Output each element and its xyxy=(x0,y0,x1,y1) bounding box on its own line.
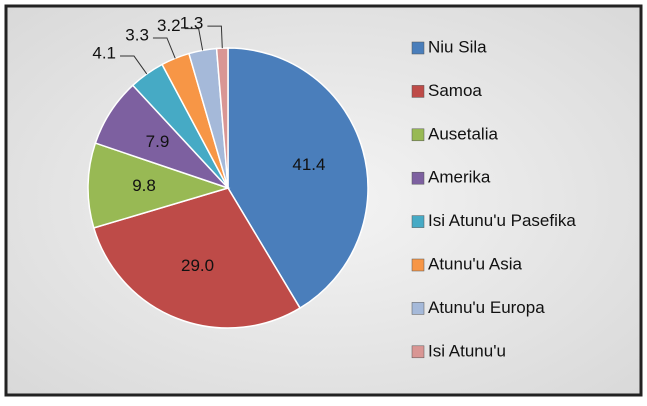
legend-swatch xyxy=(411,41,425,55)
legend-swatch xyxy=(411,258,425,272)
legend: Niu Sila Samoa Ausetalia Amerika Isi Atunu'u… xyxy=(411,37,576,360)
legend-label: Isi Atunu'u xyxy=(428,341,506,360)
pie: 41.4 29.0 9.8 7.9 4.1 3.3 3.2 1.3 xyxy=(87,14,369,329)
data-label: 3.2 xyxy=(157,16,181,35)
data-label: 41.4 xyxy=(292,155,325,174)
data-label: 9.8 xyxy=(132,176,156,195)
legend-label: Ausetalia xyxy=(428,124,498,143)
legend-label: Isi Atunu'u Pasefika xyxy=(428,211,576,230)
legend-swatch xyxy=(411,302,425,315)
leader-line xyxy=(152,37,176,59)
leader-line xyxy=(207,25,223,49)
slice xyxy=(227,47,369,310)
legend-label: Atunu'u Asia xyxy=(428,254,523,273)
legend-label: Niu Sila xyxy=(428,37,487,56)
data-label: 3.3 xyxy=(125,25,149,44)
legend-swatch xyxy=(411,345,425,359)
slice xyxy=(92,187,302,329)
legend-label: Samoa xyxy=(428,81,482,100)
data-label: 1.3 xyxy=(180,14,204,33)
legend-swatch xyxy=(411,128,425,142)
slice xyxy=(87,142,231,229)
leader-line xyxy=(184,28,204,51)
legend-label: Atunu'u Europa xyxy=(428,298,545,317)
legend-swatch xyxy=(411,215,425,228)
data-label: 7.9 xyxy=(146,132,170,151)
slice xyxy=(215,47,229,189)
leader-line xyxy=(120,55,148,75)
legend-swatch xyxy=(411,171,425,185)
data-label: 29.0 xyxy=(181,256,214,275)
data-label: 4.1 xyxy=(92,44,116,63)
legend-swatch xyxy=(411,85,425,98)
legend-label: Amerika xyxy=(428,168,491,187)
